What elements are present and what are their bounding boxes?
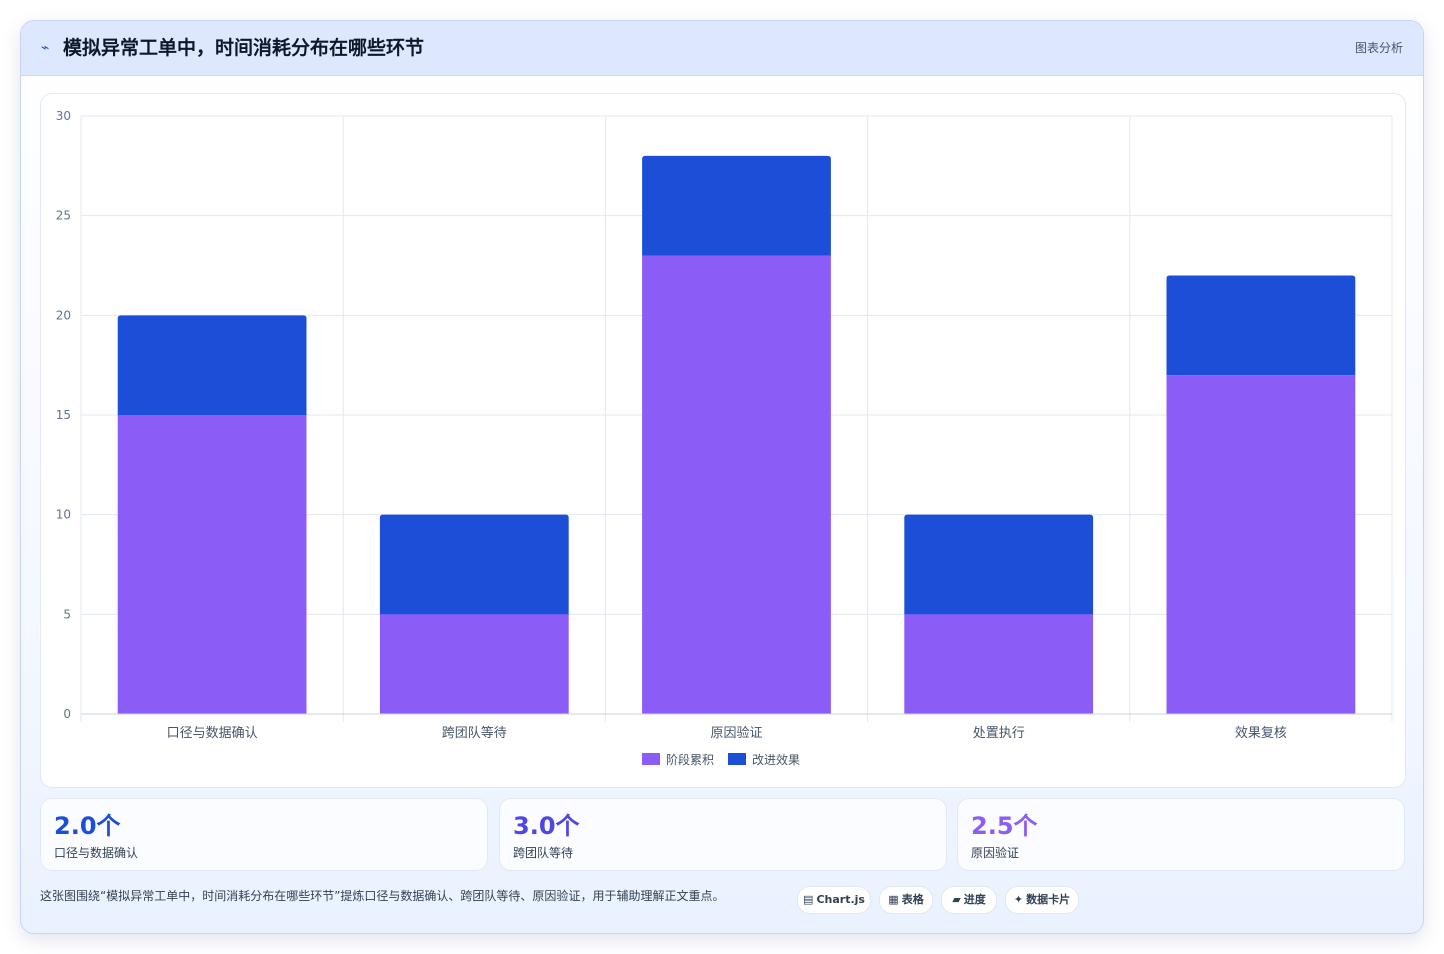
x-tick-label: 跨团队等待 <box>442 725 507 741</box>
stat-value: 3.0个 <box>513 812 580 840</box>
bar-segment <box>1166 275 1356 376</box>
x-tick-label: 处置执行 <box>973 726 1025 741</box>
legend-label: 阶段累积 <box>666 752 714 767</box>
x-tick-label: 原因验证 <box>710 725 762 741</box>
chart-tag: 图表分析 <box>1354 41 1403 55</box>
stat-card-3: 2.5个 原因验证 <box>957 798 1405 871</box>
y-tick-label: 20 <box>56 308 71 322</box>
stat-value: 2.0个 <box>54 812 121 840</box>
stat-label: 跨团队等待 <box>513 846 574 860</box>
stat-label: 原因验证 <box>971 846 1020 860</box>
y-tick-label: 10 <box>56 508 71 522</box>
chip-chartjs[interactable]: ▤ Chart.js <box>797 886 871 914</box>
legend-swatch <box>642 753 660 765</box>
bar-segment <box>1166 375 1356 714</box>
bar-chart: 0 5 10 15 20 25 30 口径与数据确认 跨团队等待 原因验证 处置执行 效果复核阶段累积… <box>56 109 1393 767</box>
x-tick-label: 效果复核 <box>1235 726 1287 741</box>
chart-panel: 0 5 10 15 20 25 30 口径与数据确认 跨团队等待 原因验证 处置执行 效果复核阶段累积… <box>40 93 1406 788</box>
chip-label: 进度 <box>963 893 986 906</box>
bar-segment <box>379 514 569 615</box>
bar-segment <box>117 315 307 415</box>
x-tick-label: 口径与数据确认 <box>167 726 258 741</box>
stat-value: 2.5个 <box>971 812 1038 840</box>
chip-progress[interactable]: ▰ 进度 <box>941 886 997 914</box>
legend-swatch <box>728 753 746 765</box>
bar-segment <box>904 614 1094 714</box>
bar-segment <box>379 614 569 714</box>
chip-label: 数据卡片 <box>1026 893 1071 906</box>
chip-data-card[interactable]: ✦ 数据卡片 <box>1005 886 1079 914</box>
legend-label: 改进效果 <box>752 752 800 767</box>
bar-segment <box>642 155 831 256</box>
bar-segment <box>117 415 307 714</box>
chip-label: Chart.js <box>816 893 865 906</box>
y-tick-label: 25 <box>56 209 71 223</box>
bar-segment <box>642 255 831 715</box>
chip-label: 表格 <box>901 893 924 906</box>
stat-label: 口径与数据确认 <box>54 846 139 860</box>
y-tick-label: 0 <box>63 707 71 721</box>
code-icon: ▤ <box>803 893 814 906</box>
sparkle-icon: ✦ <box>1013 893 1024 906</box>
stat-card-2: 3.0个 跨团队等待 <box>499 798 947 871</box>
y-tick-label: 5 <box>63 607 71 621</box>
chart-card: ⌁ 模拟异常工单中，时间消耗分布在哪些环节 图表分析 0 5 10 15 20 25 30 口… <box>20 20 1424 934</box>
table-icon: ▦ <box>888 893 899 906</box>
chart-caption: 这张图围绕“模拟异常工单中，时间消耗分布在哪些环节”提炼口径与数据确认、跨团队等… <box>40 889 725 903</box>
chart-line-icon: ⌁ <box>41 40 50 56</box>
chip-table[interactable]: ▦ 表格 <box>879 886 933 914</box>
chart-title: 模拟异常工单中，时间消耗分布在哪些环节 <box>63 37 425 59</box>
card-header: ⌁ 模拟异常工单中，时间消耗分布在哪些环节 图表分析 <box>21 21 1423 76</box>
progress-icon: ▰ <box>952 893 961 906</box>
y-tick-label: 30 <box>56 109 71 123</box>
stat-card-1: 2.0个 口径与数据确认 <box>40 798 488 871</box>
bar-segment <box>904 514 1094 615</box>
y-tick-label: 15 <box>56 408 71 422</box>
